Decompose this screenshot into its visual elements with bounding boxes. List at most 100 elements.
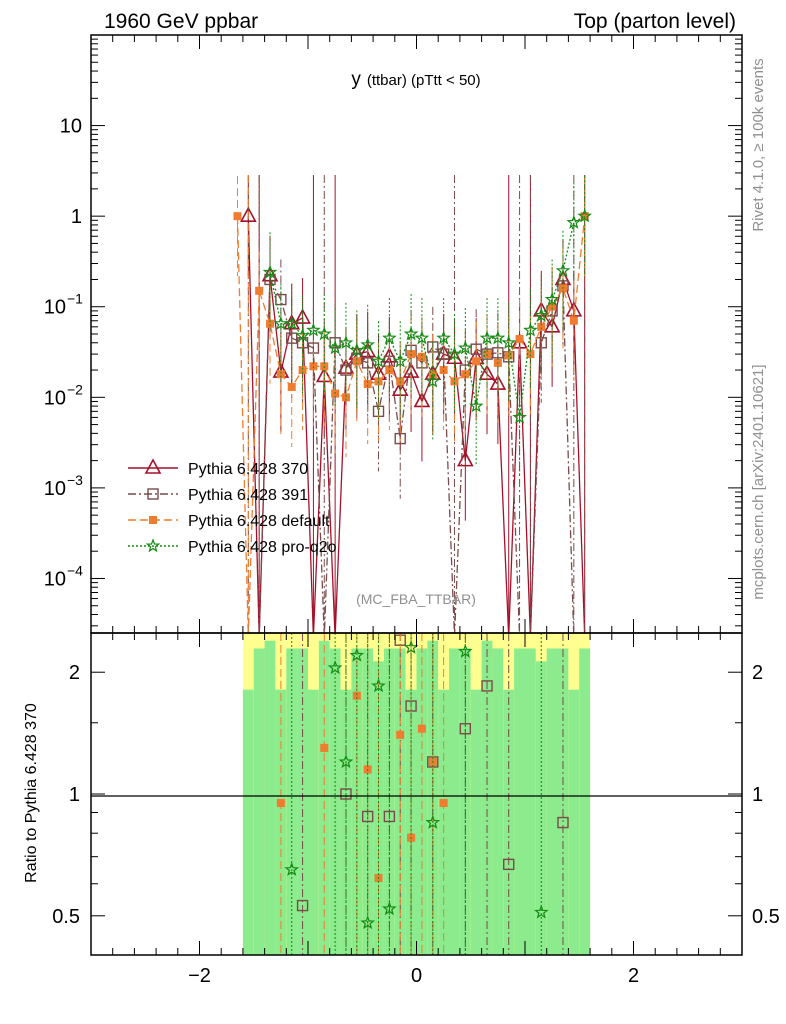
- data-point: [341, 393, 350, 402]
- ratio-series: [276, 633, 569, 955]
- ratio-point: [320, 743, 329, 752]
- ratio-band-green: [308, 689, 319, 955]
- legend: Pythia 6.428 370 Pythia 6.428 391 Pythia 6…: [128, 458, 337, 556]
- y-tick-label: 10: [60, 116, 82, 138]
- ratio-band-green: [525, 648, 536, 955]
- y-tick-label: 10: [44, 297, 66, 319]
- ratio-y-tick-label-right: 0.5: [752, 906, 780, 928]
- ratio-band-green: [438, 689, 450, 955]
- y-tick-label: 10: [44, 387, 66, 409]
- data-point: [512, 409, 527, 424]
- data-point: [450, 377, 459, 386]
- y-tick-label: 10: [44, 568, 66, 590]
- mcplots-label: mcplots.cern.ch [arXiv:2401.10621]: [750, 364, 767, 599]
- legend-label: Pythia 6.428 370: [188, 461, 308, 478]
- ratio-point: [276, 799, 285, 808]
- ratio-point: [481, 680, 493, 692]
- ratio-band-green: [481, 640, 493, 955]
- data-point: [548, 302, 557, 311]
- data-point: [233, 212, 242, 221]
- ratio-point: [349, 647, 365, 662]
- data-point: [468, 398, 484, 413]
- main-series: [233, 175, 593, 633]
- ratio-y-label: Ratio to Pythia 6.428 370: [23, 703, 40, 883]
- ticks: [90, 34, 743, 955]
- x-tick-label: 2: [628, 965, 639, 987]
- data-point: [284, 315, 300, 330]
- ratio-point: [360, 915, 376, 930]
- data-point: [457, 340, 473, 355]
- legend-marker: [149, 516, 157, 524]
- data-point: [523, 322, 538, 337]
- y-tick-exponent: −4: [67, 562, 83, 578]
- data-point: [515, 335, 524, 344]
- header-right: Top (parton level): [574, 10, 736, 33]
- y-tick-exponent: −3: [67, 472, 83, 488]
- ratio-band-green: [470, 689, 482, 955]
- data-point: [490, 330, 506, 345]
- data-point: [569, 316, 578, 325]
- data-point: [363, 380, 372, 389]
- data-point: [470, 343, 482, 355]
- header-left: 1960 GeV ppbar: [104, 10, 258, 33]
- ratio-y-tick-label-right: 2: [752, 662, 763, 684]
- ratio-point: [396, 730, 405, 739]
- data-point: [385, 366, 394, 375]
- watermark: (MC_FBA_TTBAR): [356, 591, 476, 607]
- series-line: [236, 216, 586, 633]
- data-point: [360, 337, 376, 351]
- title-main: y: [351, 69, 361, 90]
- legend-marker: [147, 488, 159, 500]
- data-point: [472, 357, 481, 366]
- data-point: [544, 291, 560, 306]
- ratio-band-green: [253, 648, 265, 955]
- ratio-band-green: [264, 640, 276, 955]
- ratio-band-green: [492, 648, 504, 955]
- ratio-point: [352, 691, 361, 700]
- data-point: [447, 346, 462, 361]
- data-point: [392, 353, 408, 368]
- data-point: [555, 262, 571, 277]
- ratio-band-green: [535, 661, 547, 955]
- data-point: [382, 330, 397, 345]
- y-tick-label: 1: [71, 206, 82, 228]
- data-point: [403, 326, 419, 341]
- ratio-point: [296, 899, 309, 912]
- series-4: [262, 176, 593, 478]
- series-1: [239, 175, 586, 633]
- data-point: [295, 327, 310, 342]
- data-point: [255, 286, 264, 295]
- x-tick-label: 0: [411, 965, 422, 987]
- ratio-point: [284, 861, 300, 876]
- ratio-band-green: [514, 648, 525, 955]
- legend-marker: [144, 458, 162, 474]
- ratio-band-green: [557, 648, 569, 955]
- data-point: [306, 322, 321, 337]
- ratio-band-green: [297, 648, 308, 955]
- ratio-y-tick-label-right: 1: [752, 784, 763, 806]
- ratio-point: [557, 816, 569, 829]
- data-point: [425, 373, 441, 388]
- legend-label: Pythia 6.428 391: [188, 487, 308, 504]
- data-point: [501, 335, 517, 349]
- data-point: [266, 319, 275, 328]
- data-point: [352, 357, 361, 366]
- series-line: [269, 215, 586, 418]
- ratio-band-green: [275, 689, 287, 955]
- data-point: [483, 350, 492, 359]
- series-line: [258, 277, 575, 633]
- ratio-band-green: [568, 689, 580, 955]
- ratio-y-tick-label: 0.5: [52, 906, 80, 928]
- legend-label: Pythia 6.428 default: [188, 513, 330, 530]
- ratio-band-green: [579, 648, 591, 955]
- data-point: [262, 264, 278, 279]
- data-point: [526, 350, 535, 359]
- ratio-point: [533, 904, 549, 919]
- ratio-band-green: [503, 689, 515, 955]
- data-point: [439, 366, 448, 375]
- data-point: [298, 366, 307, 375]
- data-point: [436, 330, 451, 345]
- data-point: [327, 340, 343, 355]
- title-sub: (ttbar) (pTtt < 50): [367, 72, 481, 89]
- data-point: [414, 330, 430, 345]
